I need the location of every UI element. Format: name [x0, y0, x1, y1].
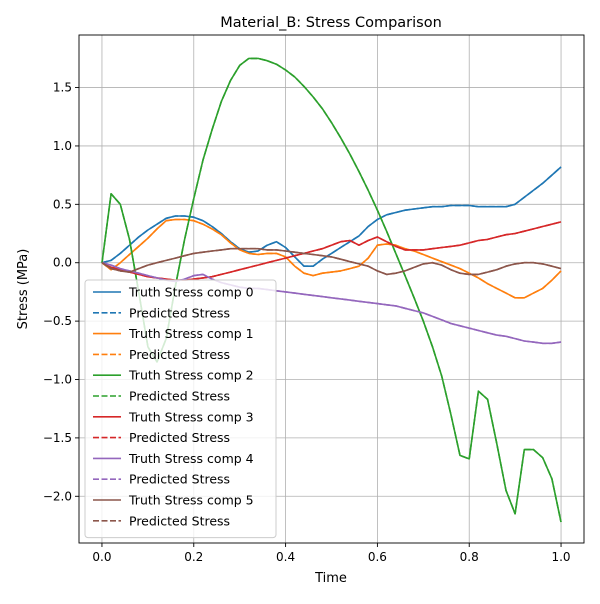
x-tick-label: 0.4 [276, 550, 295, 564]
x-tick-label: 0.0 [92, 550, 111, 564]
legend-label-7: Predicted Stress [129, 430, 230, 445]
legend-label-8: Truth Stress comp 4 [128, 451, 254, 466]
legend-box [84, 279, 277, 539]
series-line-3 [101, 218, 562, 299]
y-tick-label: 1.0 [53, 139, 72, 153]
chart-title: Material_B: Stress Comparison [220, 15, 442, 31]
y-tick-label: −1.0 [43, 373, 72, 387]
y-tick-label: −1.5 [43, 431, 72, 445]
x-axis-label: Time [314, 571, 347, 586]
legend-label-5: Predicted Stress [129, 389, 230, 404]
legend-label-2: Truth Stress comp 1 [128, 326, 254, 341]
series-line-5 [101, 57, 562, 523]
legend-label-10: Truth Stress comp 5 [128, 493, 254, 508]
series-line-1 [101, 166, 562, 268]
x-tick-label: 1.0 [551, 550, 570, 564]
legend-label-4: Truth Stress comp 2 [128, 368, 254, 383]
y-tick-label: 0.5 [53, 197, 72, 211]
plot-frame [78, 34, 585, 544]
y-tick-label: 1.5 [53, 81, 72, 95]
x-tick-label: 0.8 [460, 550, 479, 564]
series-line-11 [101, 247, 562, 276]
x-tick-label: 0.2 [184, 550, 203, 564]
legend: Truth Stress comp 0 Predicted Stress Truth… [84, 279, 277, 539]
x-tick-label: 0.6 [368, 550, 387, 564]
legend-label-9: Predicted Stress [129, 472, 230, 487]
y-tick-label: −0.5 [43, 314, 72, 328]
legend-label-1: Predicted Stress [129, 305, 230, 320]
legend-label-0: Truth Stress comp 0 [128, 285, 254, 300]
legend-label-11: Predicted Stress [129, 513, 230, 528]
legend-label-3: Predicted Stress [129, 347, 230, 362]
legend-label-6: Truth Stress comp 3 [128, 409, 254, 424]
axes: 0.0 0.2 0.4 0.6 0.8 1.0 −2.0 −1.5 −1.0 −0.5 0.0 0.5… [43, 34, 585, 564]
y-tick-label: −2.0 [43, 489, 72, 503]
y-tick-label: 0.0 [53, 256, 72, 270]
y-axis-label: Stress (MPa) [16, 249, 31, 330]
